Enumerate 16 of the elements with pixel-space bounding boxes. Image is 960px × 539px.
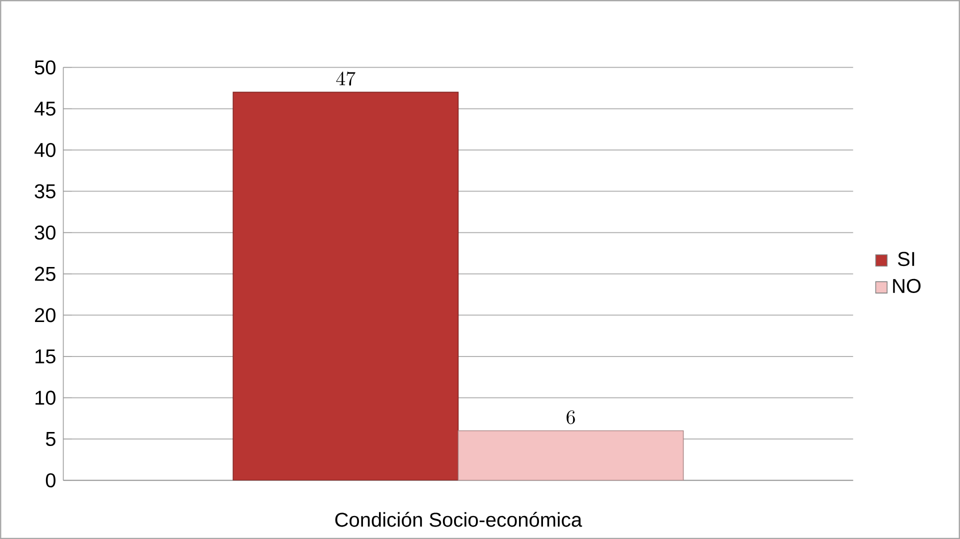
data-label: 47 — [336, 72, 356, 86]
y-tick-label: 35 — [34, 184, 56, 198]
y-tick-label: 40 — [34, 142, 56, 158]
legend-label: SI — [898, 252, 914, 266]
x-tick-label: Condición Socio-económica — [335, 512, 582, 527]
legend-label: NO — [893, 278, 921, 293]
y-tick-label: 0 — [46, 473, 56, 488]
y-tick-label: 15 — [36, 349, 56, 364]
y-tick-label: 30 — [34, 225, 56, 240]
y-tick-label: 5 — [46, 432, 56, 446]
y-tick-label: 45 — [34, 102, 56, 116]
y-tick-label: 25 — [35, 266, 56, 281]
y-tick-label: 20 — [35, 308, 56, 322]
y-tick-label: 10 — [36, 390, 56, 405]
y-tick-label: 50 — [34, 60, 56, 74]
data-label: 6 — [566, 410, 575, 424]
